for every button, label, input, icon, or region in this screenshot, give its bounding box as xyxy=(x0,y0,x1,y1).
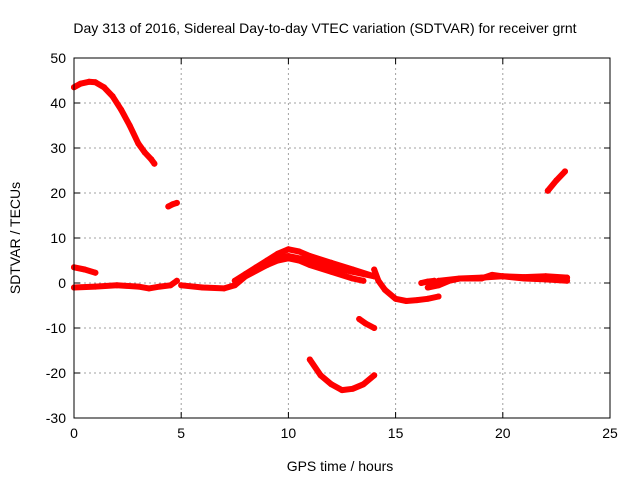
data-point xyxy=(478,275,485,282)
data-point xyxy=(253,266,260,273)
y-axis-label: SDTVAR / TECUs xyxy=(7,182,23,294)
data-point xyxy=(146,285,152,292)
data-point xyxy=(414,297,420,304)
data-point xyxy=(296,257,303,264)
data-point xyxy=(328,259,335,266)
data-point xyxy=(126,122,133,129)
data-point xyxy=(317,372,324,379)
data-point xyxy=(231,282,238,289)
data-point xyxy=(435,282,442,289)
y-tick-label: 10 xyxy=(50,230,66,246)
data-point xyxy=(371,372,378,379)
data-point xyxy=(371,325,378,331)
x-axis-label: GPS time / hours xyxy=(287,458,394,474)
data-point xyxy=(435,293,442,300)
y-tick-label: 40 xyxy=(50,95,66,111)
data-point xyxy=(371,266,378,273)
series-group xyxy=(71,78,571,394)
data-point xyxy=(542,276,549,283)
data-point xyxy=(101,84,107,91)
data-point xyxy=(92,269,99,276)
data-point xyxy=(199,284,206,291)
data-point xyxy=(135,140,142,147)
data-point xyxy=(564,277,571,284)
data-point xyxy=(360,381,367,388)
data-point xyxy=(362,320,369,327)
chart-title: Day 313 of 2016, Sidereal Day-to-day VTE… xyxy=(73,20,576,36)
data-point xyxy=(349,275,356,282)
data-point xyxy=(489,271,496,278)
x-tick-label: 20 xyxy=(495,425,511,441)
data-point xyxy=(156,283,163,290)
data-point xyxy=(81,266,88,273)
x-tick-label: 15 xyxy=(388,425,404,441)
x-tick-label: 10 xyxy=(281,425,297,441)
data-point xyxy=(242,271,249,277)
data-point xyxy=(381,286,388,293)
data-point xyxy=(264,262,270,268)
data-point xyxy=(113,282,120,289)
y-tick-label: 20 xyxy=(50,185,66,201)
data-point xyxy=(285,246,292,253)
data-point xyxy=(92,283,99,290)
data-point xyxy=(306,356,313,363)
data-point xyxy=(173,277,180,284)
data-point xyxy=(424,295,431,302)
data-point xyxy=(418,280,425,286)
data-point xyxy=(435,277,442,284)
data-point xyxy=(86,78,92,85)
y-tick-label: 0 xyxy=(58,275,66,291)
data-point xyxy=(339,387,345,394)
data-point xyxy=(151,160,158,167)
data-point xyxy=(148,156,155,163)
data-point xyxy=(349,385,356,392)
data-point xyxy=(424,278,431,285)
data-point xyxy=(424,284,431,291)
data-point xyxy=(141,149,148,156)
data-point xyxy=(375,277,382,284)
data-point xyxy=(221,285,228,292)
y-tick-label: 30 xyxy=(50,140,66,156)
data-point xyxy=(135,283,142,290)
data-point xyxy=(521,275,528,282)
data-point xyxy=(456,275,463,282)
data-point xyxy=(544,187,551,194)
data-point xyxy=(328,381,335,388)
data-point xyxy=(403,298,410,304)
data-point xyxy=(173,199,180,206)
x-tick-label: 25 xyxy=(602,425,618,441)
data-point xyxy=(431,277,438,284)
data-point xyxy=(356,316,363,322)
data-point xyxy=(109,93,116,100)
data-point xyxy=(306,262,313,268)
data-point xyxy=(349,266,356,273)
data-point xyxy=(499,273,506,280)
series-line-arc-12 xyxy=(435,271,571,284)
data-point xyxy=(274,257,281,264)
data-point xyxy=(296,248,303,255)
x-tick-label: 5 xyxy=(177,425,185,441)
data-point xyxy=(285,255,292,262)
y-tick-label: -10 xyxy=(46,320,66,336)
data-point xyxy=(231,277,238,284)
data-point xyxy=(77,80,84,87)
data-point xyxy=(553,177,560,184)
y-tick-label: -30 xyxy=(46,410,66,426)
data-point xyxy=(274,250,281,257)
x-tick-label: 0 xyxy=(70,425,78,441)
data-point xyxy=(328,268,335,275)
y-tick-label: -20 xyxy=(46,365,66,381)
data-point xyxy=(167,282,174,289)
data-point xyxy=(92,79,99,86)
data-point xyxy=(178,282,185,289)
axis-ticks: 0 5 10 15 20 25 -30 -20 -10 0 10 20 30 40 50 xyxy=(46,50,618,441)
data-point xyxy=(392,295,399,302)
y-tick-label: 50 xyxy=(50,50,66,66)
data-point xyxy=(562,168,568,175)
data-point xyxy=(306,253,313,259)
data-point xyxy=(118,106,125,113)
data-point xyxy=(360,277,367,284)
grid xyxy=(74,58,610,418)
